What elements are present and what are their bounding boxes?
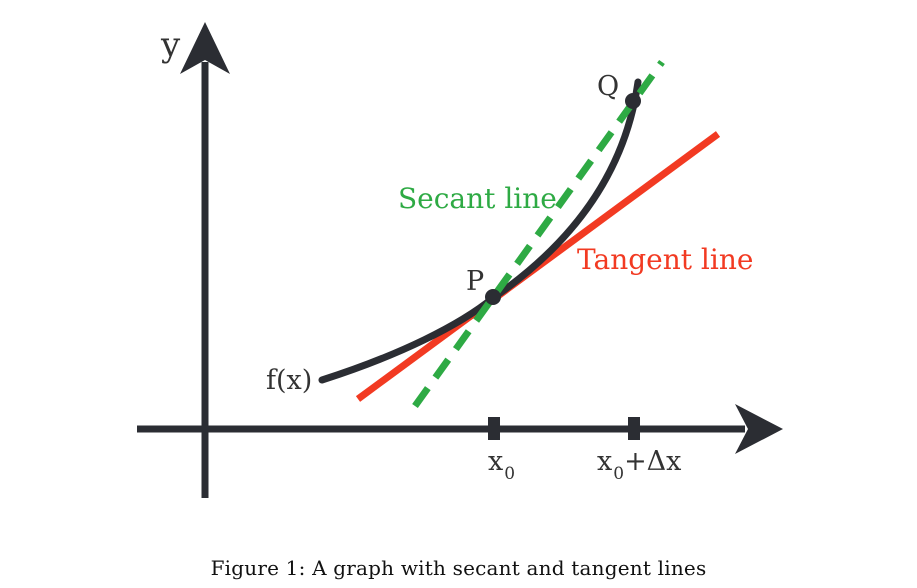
x0-plus-dx-tick bbox=[628, 417, 640, 440]
x0-plus-dx-label: x0+Δx bbox=[597, 446, 681, 484]
x0-tick bbox=[488, 417, 500, 440]
x1-suffix: +Δx bbox=[624, 446, 681, 477]
point-p bbox=[485, 289, 501, 305]
x0-label: x0 bbox=[488, 446, 515, 484]
point-p-label: P bbox=[466, 266, 484, 297]
x0-base: x bbox=[488, 446, 503, 477]
x-axis-arrowhead bbox=[735, 404, 783, 454]
y-axis-label: y bbox=[160, 25, 181, 65]
y-axis-arrowhead bbox=[180, 22, 230, 74]
secant-line bbox=[412, 59, 665, 409]
tangent-line-label: Tangent line bbox=[577, 243, 753, 276]
point-q bbox=[625, 93, 641, 109]
figure-caption: Figure 1: A graph with secant and tangen… bbox=[210, 556, 707, 580]
x0-subscript: 0 bbox=[504, 464, 515, 484]
point-q-label: Q bbox=[597, 71, 619, 102]
function-label: f(x) bbox=[266, 365, 312, 396]
x1-base: x bbox=[597, 446, 612, 477]
secant-line-label: Secant line bbox=[398, 182, 557, 215]
x1-subscript: 0 bbox=[613, 464, 624, 484]
